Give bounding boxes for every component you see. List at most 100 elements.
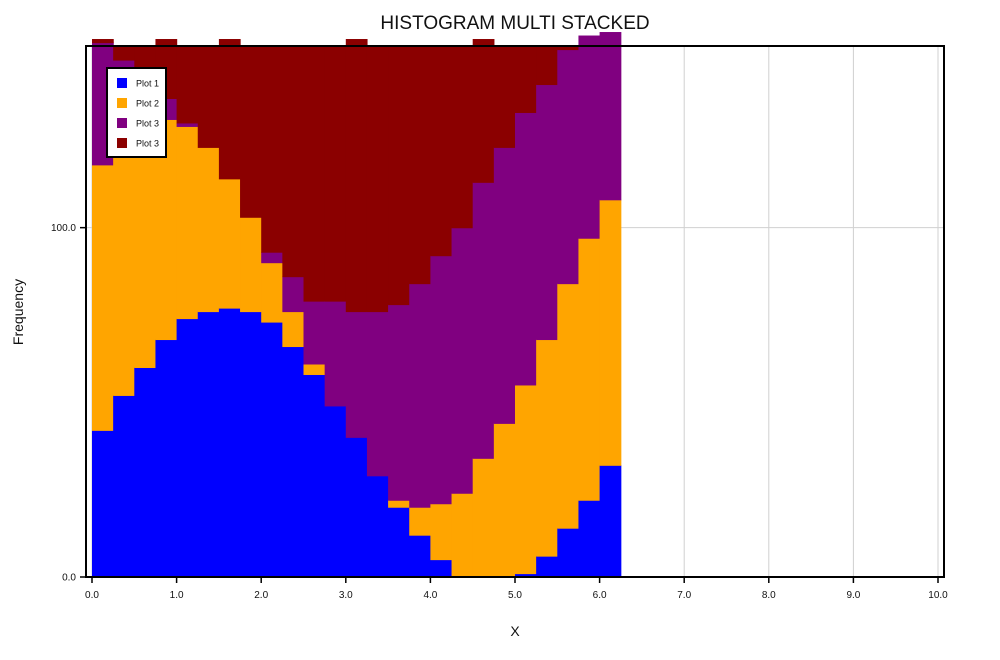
bar-s2-bin1: [113, 129, 135, 396]
bar-s2-bin21: [536, 339, 558, 557]
bar-s1-bin5: [197, 311, 220, 578]
bar-s3-bin21: [536, 84, 558, 341]
bar-s1-bin13: [366, 475, 389, 578]
histogram-bars: [92, 32, 622, 578]
legend-box: [106, 67, 167, 158]
legend-label-3: Plot 3: [136, 119, 159, 129]
legend-swatch-2: [117, 98, 127, 108]
bar-s2-bin5: [197, 147, 220, 313]
bar-s2-bin17: [451, 493, 474, 578]
x-tick-label-1: 1.0: [170, 590, 184, 601]
bar-s4-bin12: [345, 39, 368, 313]
bar-s2-bin8: [261, 262, 283, 323]
bar-s1-bin11: [324, 405, 347, 578]
legend-swatch-3: [117, 118, 127, 128]
bar-s1-bin1: [113, 395, 135, 578]
bar-s1-bin3: [155, 339, 178, 578]
bar-s1-bin16: [430, 559, 453, 578]
bar-s1-bin24: [599, 465, 622, 578]
bar-s1-bin6: [218, 308, 241, 578]
bar-s3-bin11: [324, 301, 347, 407]
bar-s4-bin18: [472, 39, 495, 183]
bar-s4-bin17: [451, 46, 474, 229]
legend-label-4: Plot 3: [136, 139, 159, 149]
bar-s1-bin4: [176, 318, 199, 578]
bar-s2-bin7: [240, 217, 262, 313]
bar-s4-bin11: [324, 46, 347, 302]
bar-s2-bin16: [430, 503, 453, 561]
bar-s4-bin5: [197, 46, 220, 148]
bar-s3-bin17: [451, 227, 474, 494]
x-axis-label: X: [510, 623, 520, 639]
bar-s3-bin9: [282, 276, 305, 313]
bar-s3-bin14: [388, 304, 410, 501]
bar-s2-bin9: [282, 311, 305, 348]
bar-s3-bin13: [366, 311, 389, 477]
bar-s2-bin18: [472, 458, 495, 578]
bar-s4-bin10: [303, 46, 326, 302]
x-tick-label-5: 5.0: [508, 590, 522, 601]
x-tick-label-6: 6.0: [593, 590, 607, 601]
x-tick-label-3: 3.0: [339, 590, 353, 601]
bar-s1-bin22: [557, 528, 580, 578]
x-tick-label-8: 8.0: [762, 590, 776, 601]
legend-swatch-4: [117, 138, 127, 148]
bar-s2-bin10: [303, 363, 326, 375]
axis-ticks: 0.0 1.0 2.0 3.0 4.0 5.0 6.0 7.0 8.0 9.0 10.0 0.0 100…: [51, 223, 948, 601]
bar-s3-bin18: [472, 182, 495, 459]
bar-s2-bin20: [515, 384, 537, 575]
bar-s3-bin16: [430, 255, 453, 505]
bar-s2-bin2: [134, 119, 157, 368]
bar-s4-bin13: [366, 46, 389, 313]
bar-s1-bin2: [134, 367, 157, 578]
y-tick-label-1: 100.0: [51, 223, 76, 234]
y-tick-label-0: 0.0: [62, 573, 76, 584]
x-tick-label-0: 0.0: [85, 590, 99, 601]
bar-s4-bin21: [536, 46, 558, 86]
bar-s2-bin14: [388, 500, 410, 508]
bar-s2-bin6: [218, 178, 241, 309]
bar-s3-bin24: [599, 32, 622, 201]
legend: Plot 1 Plot 2 Plot 3 Plot 3: [106, 67, 167, 158]
x-tick-label-9: 9.0: [846, 590, 860, 601]
bar-s4-bin14: [388, 46, 410, 306]
bar-s1-bin12: [345, 437, 368, 578]
bar-s3-bin4: [176, 122, 199, 127]
bar-s1-bin14: [388, 507, 410, 578]
bar-s3-bin19: [493, 147, 516, 424]
bar-s1-bin15: [409, 535, 431, 578]
bar-s3-bin12: [345, 311, 368, 438]
x-tick-label-7: 7.0: [677, 590, 691, 601]
bar-s3-bin20: [515, 112, 537, 386]
legend-label-1: Plot 1: [136, 79, 159, 89]
bar-s2-bin15: [409, 507, 431, 536]
x-tick-label-4: 4.0: [423, 590, 437, 601]
bar-s1-bin21: [536, 556, 558, 578]
bar-s4-bin1: [113, 46, 135, 61]
bar-s4-bin19: [493, 46, 516, 148]
bar-s4-bin20: [515, 46, 537, 113]
bar-s1-bin7: [240, 311, 262, 578]
bar-s2-bin24: [599, 199, 622, 466]
bar-s4-bin22: [557, 46, 580, 51]
bar-s1-bin8: [261, 321, 283, 578]
bar-s2-bin22: [557, 283, 580, 529]
bar-s2-bin19: [493, 423, 516, 578]
bar-s2-bin23: [578, 238, 601, 501]
bar-s4-bin0: [92, 39, 114, 44]
legend-swatch-1: [117, 78, 127, 88]
x-tick-label-2: 2.0: [254, 590, 268, 601]
bar-s2-bin4: [176, 126, 199, 320]
y-axis-label: Frequency: [10, 279, 26, 345]
bar-s3-bin15: [409, 283, 431, 508]
bar-s2-bin0: [92, 164, 114, 431]
bar-s4-bin15: [409, 46, 431, 285]
bar-s1-bin9: [282, 346, 305, 578]
bar-s1-bin0: [92, 430, 114, 578]
bar-s3-bin23: [578, 35, 601, 239]
chart-title: HISTOGRAM MULTI STACKED: [380, 13, 649, 34]
bar-s4-bin9: [282, 46, 305, 278]
bar-s3-bin8: [261, 252, 283, 264]
bar-s3-bin10: [303, 301, 326, 365]
